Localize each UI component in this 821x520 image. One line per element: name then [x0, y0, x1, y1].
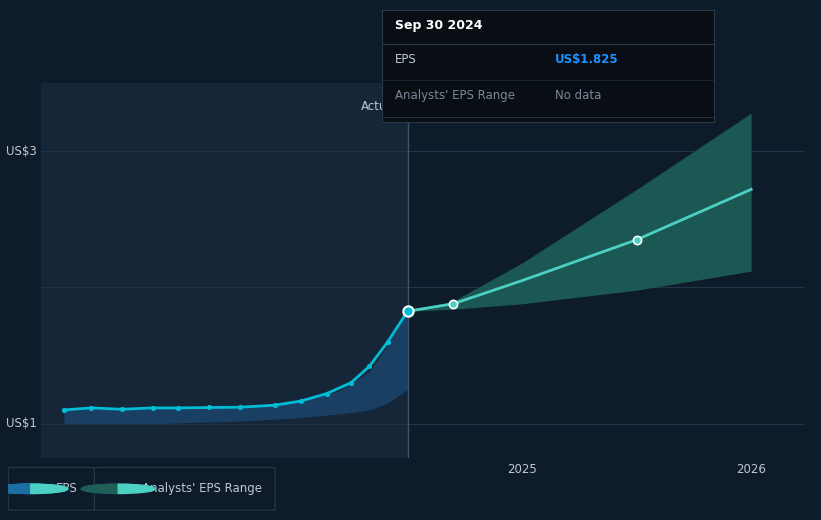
FancyBboxPatch shape [94, 467, 275, 510]
Circle shape [0, 484, 68, 493]
Text: Analysts' EPS Range: Analysts' EPS Range [395, 88, 515, 102]
Text: EPS: EPS [56, 483, 77, 495]
Point [401, 307, 414, 316]
Point [630, 236, 643, 244]
Point [320, 389, 333, 398]
Circle shape [0, 484, 68, 493]
Wedge shape [31, 484, 68, 493]
Circle shape [81, 484, 155, 493]
Point [172, 404, 185, 412]
Wedge shape [118, 484, 155, 493]
Text: Actual: Actual [361, 99, 398, 112]
Text: Sep 30 2024: Sep 30 2024 [395, 19, 483, 32]
Point [233, 403, 246, 411]
Point [381, 337, 394, 346]
Point [294, 397, 307, 405]
Point [116, 405, 129, 413]
Wedge shape [0, 484, 31, 493]
Point [268, 401, 282, 409]
Text: Analysts' EPS Range: Analysts' EPS Range [142, 483, 262, 495]
Bar [41, 83, 407, 458]
Wedge shape [81, 484, 118, 493]
Text: US$1: US$1 [6, 417, 36, 430]
Point [447, 300, 460, 308]
Point [363, 362, 376, 371]
Text: US$1.825: US$1.825 [555, 53, 618, 66]
Text: No data: No data [555, 88, 601, 102]
Point [203, 404, 216, 412]
FancyBboxPatch shape [8, 467, 94, 510]
Point [146, 404, 159, 412]
Text: Analysts Forecasts: Analysts Forecasts [417, 99, 526, 112]
Point [85, 404, 98, 412]
Point [345, 379, 358, 387]
Text: EPS: EPS [395, 53, 417, 66]
Point [57, 406, 71, 414]
Text: US$3: US$3 [6, 145, 36, 158]
